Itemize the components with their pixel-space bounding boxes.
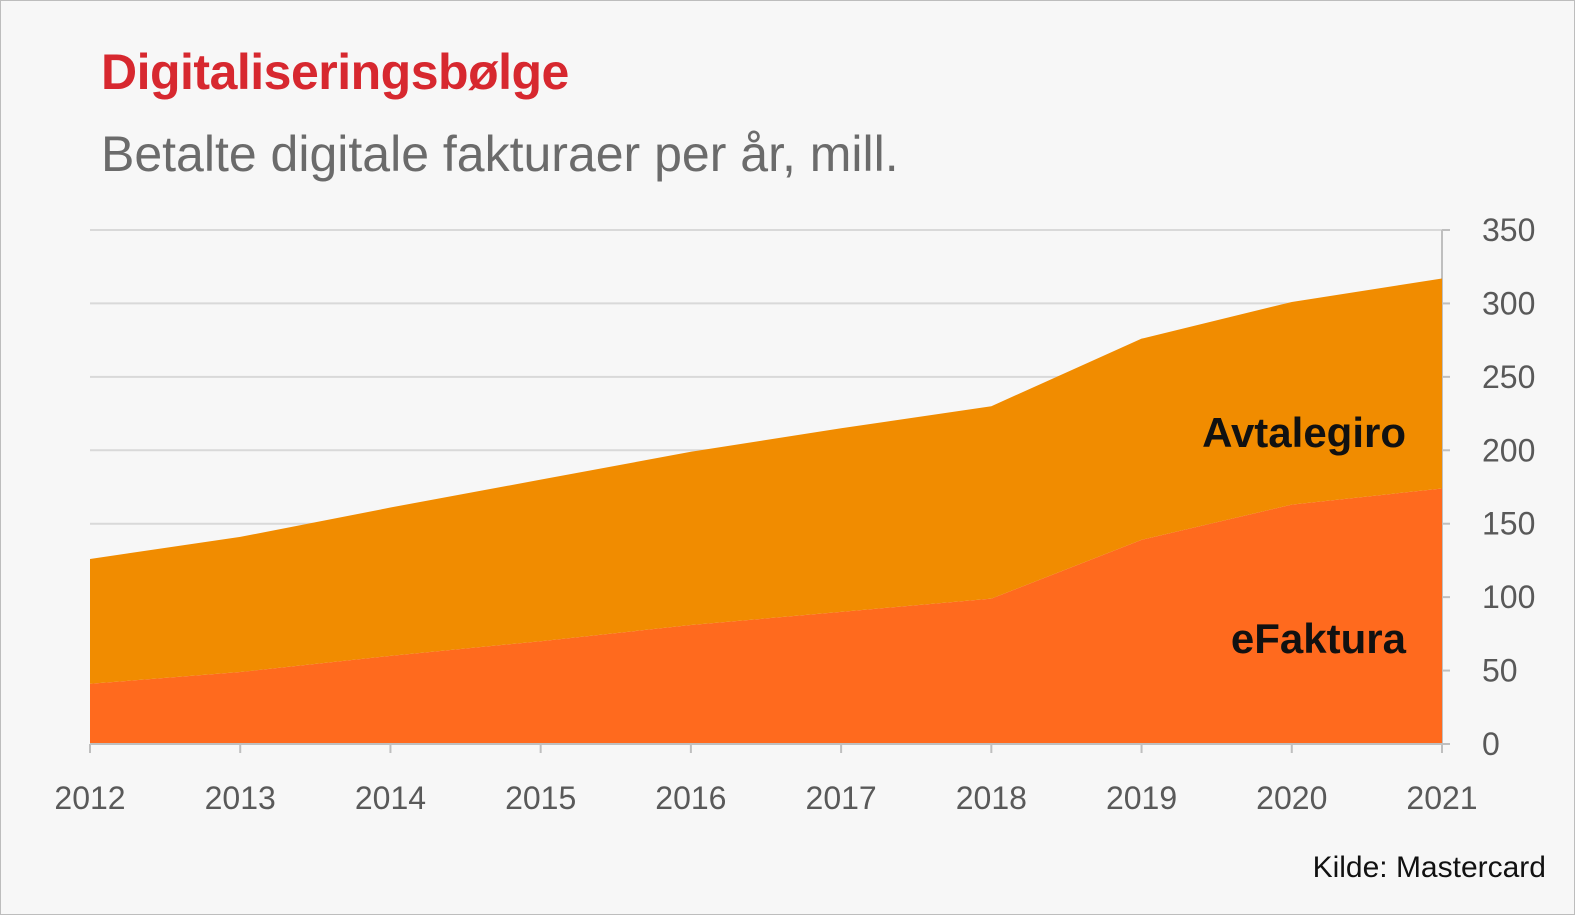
area-avtalegiro: [90, 278, 1442, 684]
y-tick-label: 300: [1482, 285, 1535, 321]
y-tick-label: 200: [1482, 432, 1535, 468]
chart-subtitle: Betalte digitale fakturaer per år, mill.: [101, 126, 899, 182]
x-axis-ticks: 2012 2013 2014 2015 2016 2017 2018 2019 2020 2021: [54, 780, 1477, 816]
y-tick-label: 350: [1482, 212, 1535, 248]
x-axis: [89, 743, 1443, 753]
x-tick-label: 2016: [655, 780, 726, 816]
x-tick-label: 2013: [205, 780, 276, 816]
y-tick-label: 150: [1482, 506, 1535, 542]
x-tick-label: 2015: [505, 780, 576, 816]
y-axis-ticks: 0 50 100 150 200 250 300 350: [1482, 212, 1535, 762]
source-note: Kilde: Mastercard: [1312, 851, 1546, 884]
x-tick-label: 2019: [1106, 780, 1177, 816]
x-tick-label: 2020: [1256, 780, 1327, 816]
y-tick-label: 0: [1482, 726, 1500, 762]
series-label-avtalegiro: Avtalegiro: [1202, 409, 1406, 456]
series-labels: eFaktura Avtalegiro: [1202, 409, 1406, 662]
x-tick-label: 2012: [54, 780, 125, 816]
y-tick-label: 250: [1482, 359, 1535, 395]
x-tick-label: 2017: [806, 780, 877, 816]
x-tick-label: 2018: [956, 780, 1027, 816]
chart-title: Digitaliseringsbølge: [101, 44, 569, 100]
x-tick-label: 2021: [1406, 780, 1477, 816]
y-tick-label: 100: [1482, 579, 1535, 615]
x-tick-label: 2014: [355, 780, 426, 816]
series-label-efaktura: eFaktura: [1231, 615, 1407, 662]
area-efaktura: [90, 488, 1442, 744]
y-tick-label: 50: [1482, 653, 1518, 689]
stacked-areas: [90, 278, 1442, 744]
